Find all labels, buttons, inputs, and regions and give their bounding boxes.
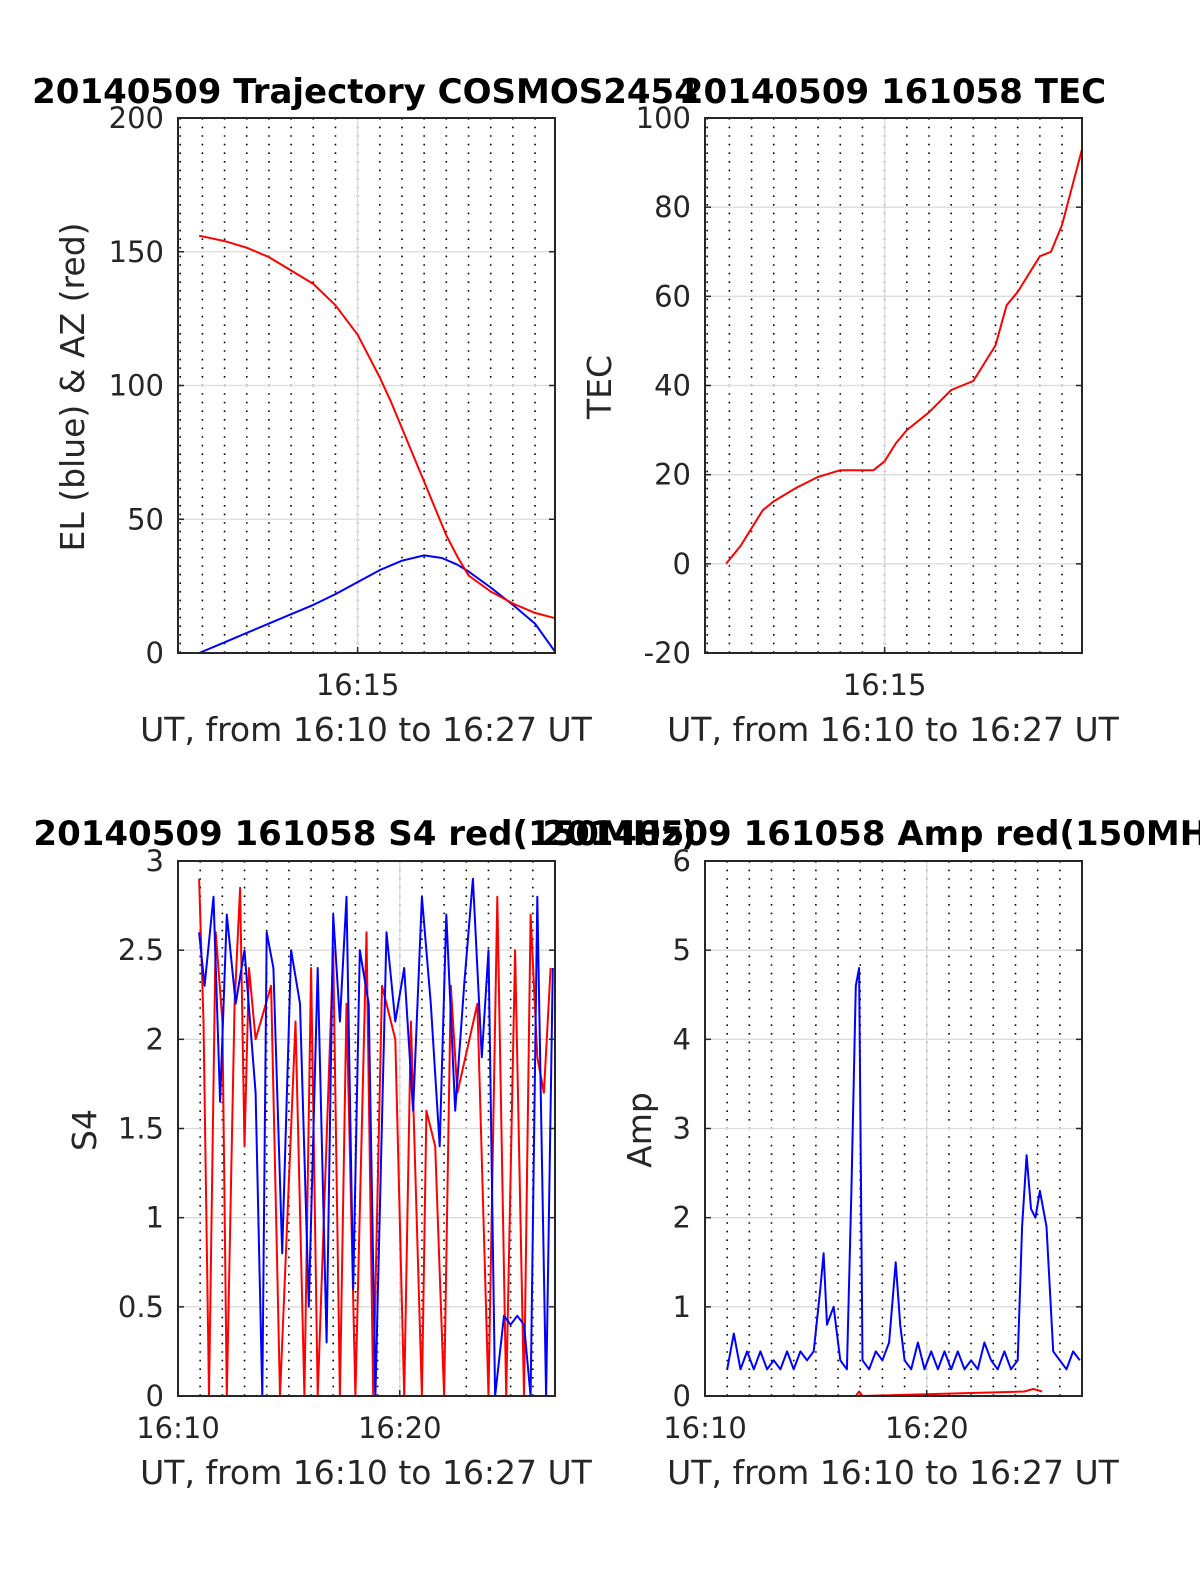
y-tick-label: 0.5 xyxy=(118,1290,164,1324)
y-tick-label: 1.5 xyxy=(118,1112,164,1146)
series-line-1 xyxy=(198,877,554,1397)
y-axis-label: EL (blue) & AZ (red) xyxy=(53,222,92,551)
y-tick-label: 0 xyxy=(146,1379,164,1413)
y-tick-label: 0 xyxy=(146,636,164,670)
y-tick-label: 20 xyxy=(654,458,691,492)
x-axis-label: UT, from 16:10 to 16:27 UT xyxy=(140,710,593,749)
x-tick-label: 16:10 xyxy=(136,1411,220,1445)
y-tick-label: 80 xyxy=(654,190,691,224)
series-line-1 xyxy=(198,234,556,620)
y-tick-label: 3 xyxy=(146,844,164,878)
major-grid xyxy=(705,118,1082,653)
series-line-0 xyxy=(725,148,1083,565)
panel-amp: 20140509 161058 Amp red(150MHz) UT, from… xyxy=(542,814,1200,1492)
x-axis-label: UT, from 16:10 to 16:27 UT xyxy=(667,1453,1120,1492)
x-tick-label: 16:20 xyxy=(885,1411,969,1445)
y-tick-label: 40 xyxy=(654,369,691,403)
y-tick-label: 60 xyxy=(654,279,691,313)
panel-trajectory: 20140509 Trajectory COSMOS2454 UT, from … xyxy=(32,72,698,749)
y-tick-label: 0 xyxy=(673,1379,691,1413)
y-tick-label: 4 xyxy=(673,1022,691,1056)
chart-title: 20140509 161058 TEC xyxy=(680,72,1106,112)
panel-s4: 20140509 161058 S4 red(150MHz) UT, from … xyxy=(33,814,696,1492)
y-tick-label: 100 xyxy=(109,369,164,403)
x-tick-label: 16:15 xyxy=(843,668,927,702)
y-tick-label: 3 xyxy=(673,1112,691,1146)
y-tick-label: 0 xyxy=(673,547,691,581)
chart-title: 20140509 161058 S4 red(150MHz) xyxy=(33,814,696,854)
y-tick-label: 50 xyxy=(127,502,164,536)
series-line-0 xyxy=(198,554,556,654)
series-line-0 xyxy=(198,878,552,1397)
major-grid xyxy=(178,118,555,653)
panel-tec: 20140509 161058 TEC UT, from 16:10 to 16… xyxy=(580,72,1120,749)
y-axis-label: Amp xyxy=(620,1092,659,1168)
y-tick-label: 200 xyxy=(109,101,164,135)
y-tick-label: 100 xyxy=(636,101,691,135)
x-tick-label: 16:15 xyxy=(316,668,400,702)
series-line-0 xyxy=(726,967,1081,1371)
x-axis-label: UT, from 16:10 to 16:27 UT xyxy=(140,1453,593,1492)
x-axis-label: UT, from 16:10 to 16:27 UT xyxy=(667,710,1120,749)
y-tick-label: 2.5 xyxy=(118,933,164,967)
y-tick-label: 6 xyxy=(673,844,691,878)
series-line-1 xyxy=(854,1387,1043,1397)
x-tick-label: 16:20 xyxy=(358,1411,442,1445)
y-tick-label: -20 xyxy=(644,636,691,670)
y-tick-label: 2 xyxy=(673,1201,691,1235)
y-tick-label: 1 xyxy=(146,1201,164,1235)
y-axis-label: S4 xyxy=(65,1109,104,1151)
chart-title: 20140509 161058 Amp red(150MHz) xyxy=(542,814,1200,854)
y-tick-label: 5 xyxy=(673,933,691,967)
y-tick-label: 1 xyxy=(673,1290,691,1324)
x-tick-label: 16:10 xyxy=(663,1411,747,1445)
y-tick-label: 150 xyxy=(109,235,164,269)
y-axis-label: TEC xyxy=(580,355,619,420)
chart-title: 20140509 Trajectory COSMOS2454 xyxy=(32,72,698,112)
y-tick-label: 2 xyxy=(146,1022,164,1056)
major-grid xyxy=(705,861,1082,1396)
